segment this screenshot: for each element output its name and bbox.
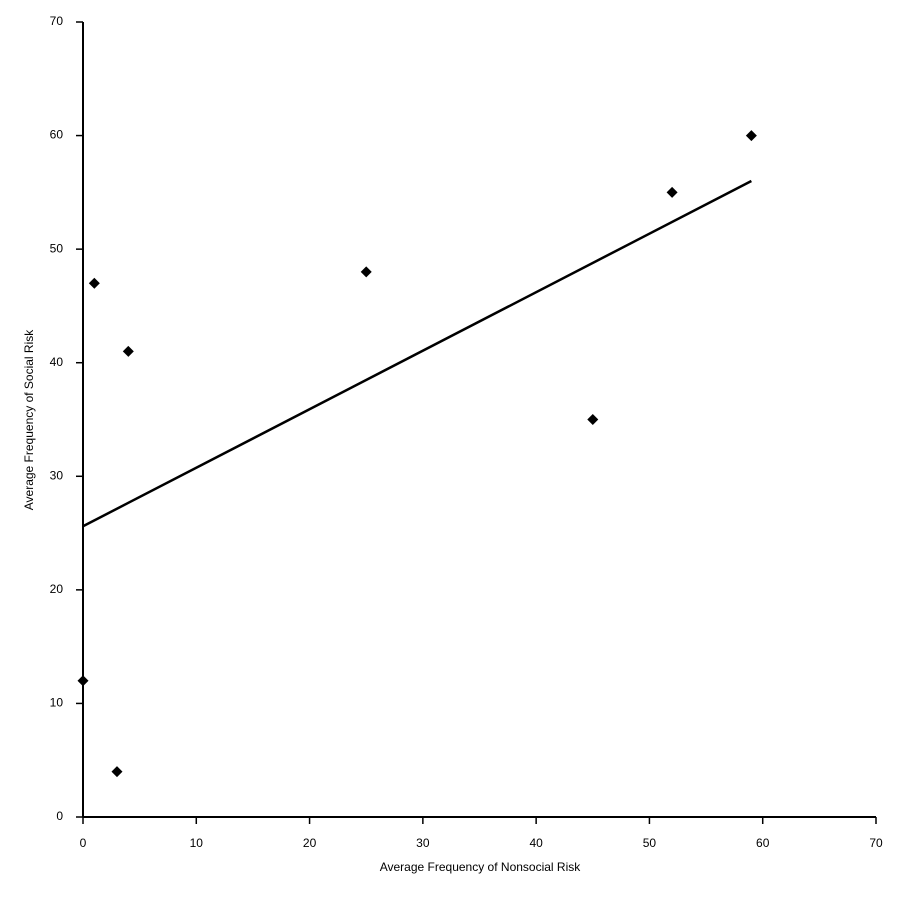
point xyxy=(77,675,89,687)
point xyxy=(745,130,757,142)
y-tick-label: 60 xyxy=(50,128,64,142)
point xyxy=(587,414,599,425)
y-tick-label: 0 xyxy=(56,809,63,823)
y-tick-label: 70 xyxy=(50,14,64,28)
point xyxy=(122,345,134,357)
x-tick-label: 30 xyxy=(416,836,430,850)
y-tick-label: 50 xyxy=(50,241,64,255)
y-axis-title: Average Frequency of Social Risk xyxy=(22,329,36,511)
point xyxy=(111,766,123,778)
point xyxy=(360,266,372,278)
x-tick-label: 20 xyxy=(303,836,317,850)
y-tick-label: 30 xyxy=(50,468,64,482)
x-tick-label: 0 xyxy=(80,836,87,850)
trend-line xyxy=(82,179,752,528)
x-tick-label: 10 xyxy=(190,836,204,850)
y-tick-label: 10 xyxy=(50,696,64,710)
y-tick-label: 20 xyxy=(50,582,64,596)
x-tick-label: 70 xyxy=(869,836,883,850)
point xyxy=(666,186,678,198)
point xyxy=(88,277,100,289)
y-tick-label: 40 xyxy=(50,355,64,369)
x-tick-label: 40 xyxy=(529,836,543,850)
x-axis-title: Average Frequency of Nonsocial Risk xyxy=(380,860,582,874)
x-tick-label: 50 xyxy=(643,836,657,850)
x-tick-label: 60 xyxy=(756,836,770,850)
